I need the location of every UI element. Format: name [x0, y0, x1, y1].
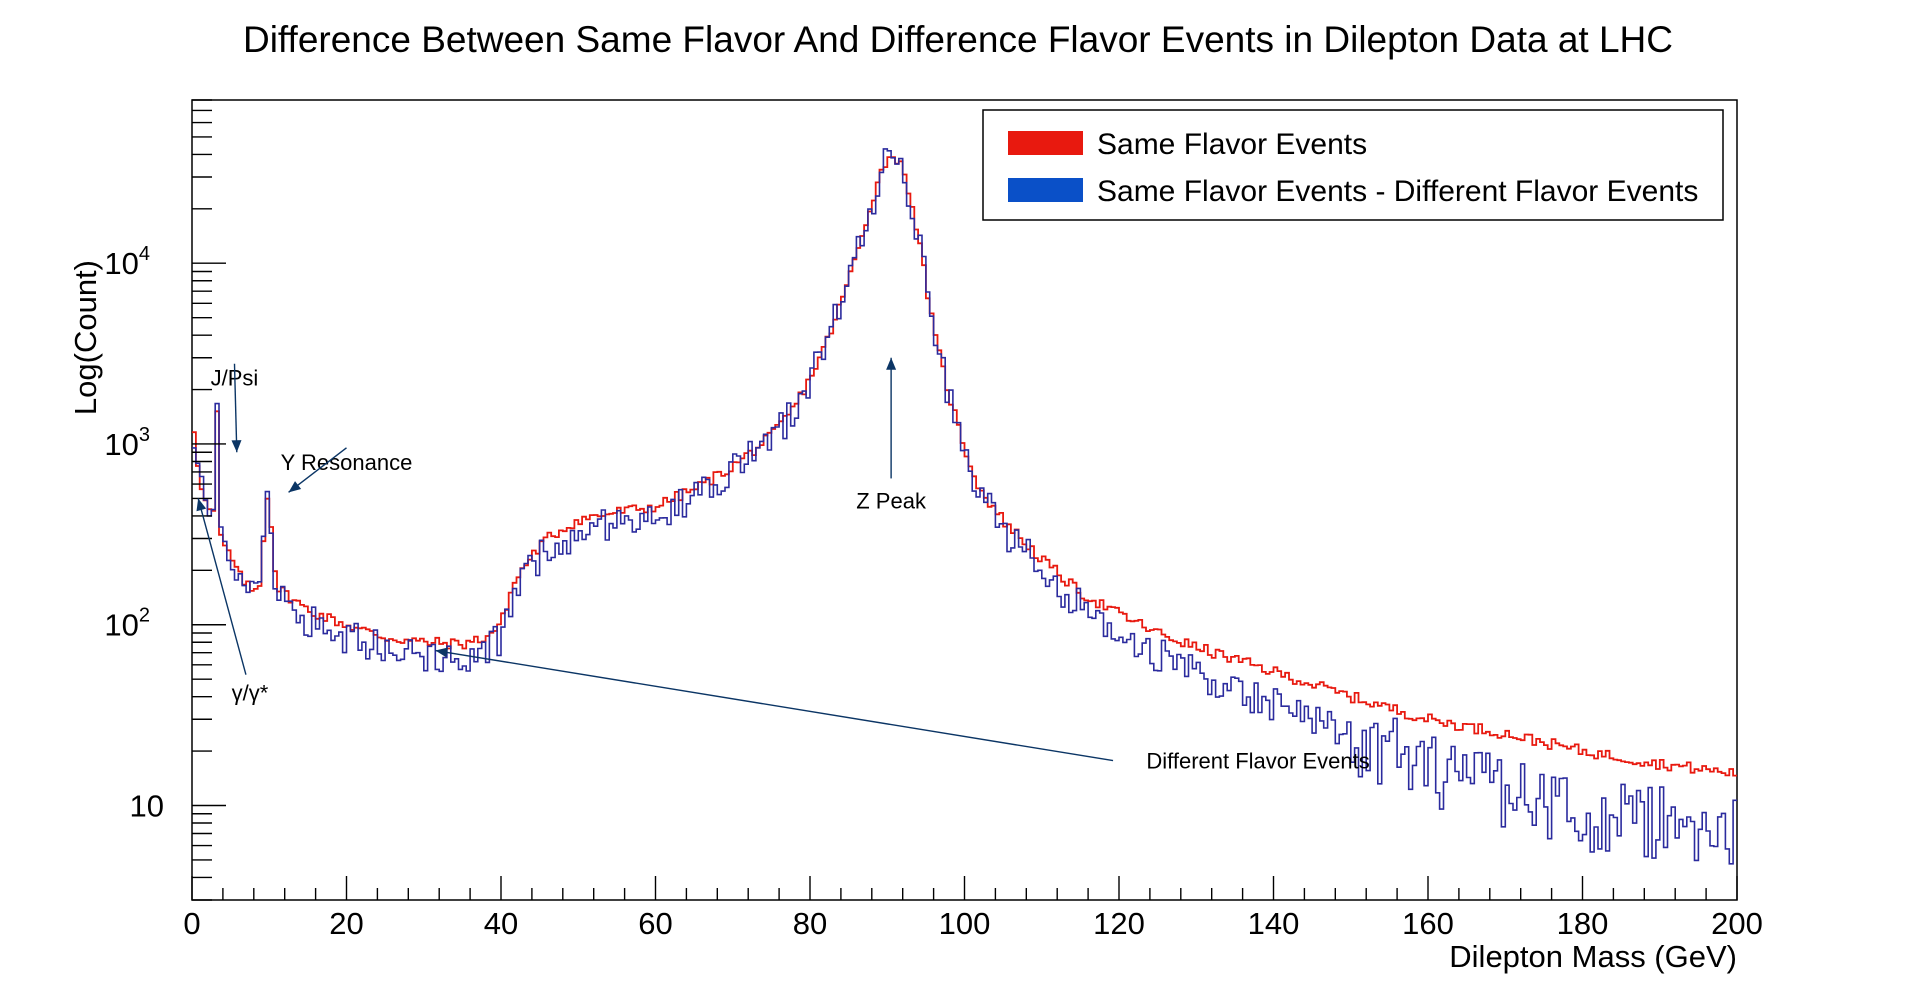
- legend-swatch-difference: [1008, 178, 1083, 202]
- legend-label-same-flavor: Same Flavor Events: [1097, 128, 1367, 161]
- annotation-arrowhead: [886, 357, 897, 370]
- x-tick-label: 80: [793, 906, 827, 941]
- x-tick-label: 180: [1557, 906, 1609, 941]
- chart-title: Difference Between Same Flavor And Diffe…: [243, 19, 1673, 60]
- x-tick-label: 20: [329, 906, 363, 941]
- annotation-arrow: [233, 363, 238, 453]
- legend: Same Flavor Events Same Flavor Events - …: [982, 109, 1724, 221]
- series-difference: [192, 148, 1737, 865]
- series-layer: [192, 148, 1737, 865]
- x-tick-label: 60: [638, 906, 672, 941]
- annotation-arrowhead: [196, 498, 207, 512]
- annotation-arrowhead: [231, 440, 242, 453]
- x-axis: 0 20 40 60 80 100 120 140 160 180 200: [183, 876, 1763, 941]
- annotation-arrowhead: [288, 481, 302, 493]
- y-tick-label: 10: [130, 788, 164, 823]
- legend-box: [982, 109, 1724, 221]
- x-tick-label: 140: [1248, 906, 1300, 941]
- x-axis-label: Dilepton Mass (GeV): [1449, 939, 1737, 974]
- legend-label-difference: Same Flavor Events - Different Flavor Ev…: [1097, 175, 1698, 208]
- annotation-label: γ/γ*: [232, 681, 269, 706]
- x-tick-label: 200: [1711, 906, 1763, 941]
- x-tick-label: 40: [484, 906, 518, 941]
- y-axis: 10 102 103 104: [104, 99, 226, 901]
- y-axis-label: Log(Count): [68, 260, 103, 415]
- annotation-label: Z Peak: [856, 488, 927, 513]
- y-tick-label: 102: [104, 605, 150, 643]
- x-tick-label: 0: [183, 906, 200, 941]
- y-tick-label: 104: [104, 243, 150, 281]
- annotation-arrow: [435, 649, 1114, 762]
- annotation-arrowhead: [435, 647, 448, 658]
- annotation-label: Y Resonance: [281, 450, 413, 475]
- x-tick-label: 120: [1093, 906, 1145, 941]
- y-tick-label: 103: [104, 424, 150, 462]
- annotation-arrow: [288, 447, 347, 493]
- x-tick-label: 160: [1402, 906, 1454, 941]
- annotation-label: Different Flavor Events: [1146, 749, 1369, 774]
- annotation-arrow: [197, 498, 247, 675]
- legend-swatch-same-flavor: [1008, 131, 1083, 155]
- series-same-flavor: [192, 156, 1737, 777]
- x-tick-label: 100: [939, 906, 991, 941]
